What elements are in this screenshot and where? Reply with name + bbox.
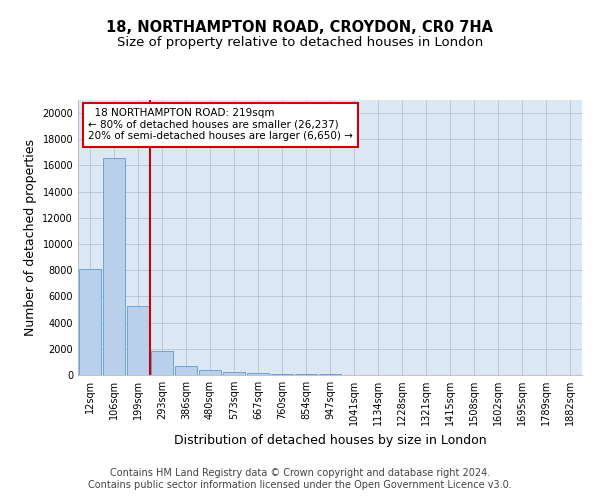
Bar <box>175 366 197 375</box>
Bar <box>151 352 173 375</box>
Bar <box>295 374 317 375</box>
X-axis label: Distribution of detached houses by size in London: Distribution of detached houses by size … <box>173 434 487 446</box>
Bar <box>271 374 293 375</box>
Bar <box>319 374 341 375</box>
Text: 18 NORTHAMPTON ROAD: 219sqm  
← 80% of detached houses are smaller (26,237)
20% : 18 NORTHAMPTON ROAD: 219sqm ← 80% of det… <box>88 108 353 142</box>
Bar <box>223 372 245 375</box>
Bar <box>127 306 149 375</box>
Text: 18, NORTHAMPTON ROAD, CROYDON, CR0 7HA: 18, NORTHAMPTON ROAD, CROYDON, CR0 7HA <box>107 20 493 35</box>
Bar <box>247 374 269 375</box>
Y-axis label: Number of detached properties: Number of detached properties <box>24 139 37 336</box>
Text: Size of property relative to detached houses in London: Size of property relative to detached ho… <box>117 36 483 49</box>
Bar <box>103 158 125 375</box>
Text: Contains HM Land Registry data © Crown copyright and database right 2024.: Contains HM Land Registry data © Crown c… <box>110 468 490 477</box>
Bar <box>199 370 221 375</box>
Bar <box>79 269 101 375</box>
Text: Contains public sector information licensed under the Open Government Licence v3: Contains public sector information licen… <box>88 480 512 490</box>
